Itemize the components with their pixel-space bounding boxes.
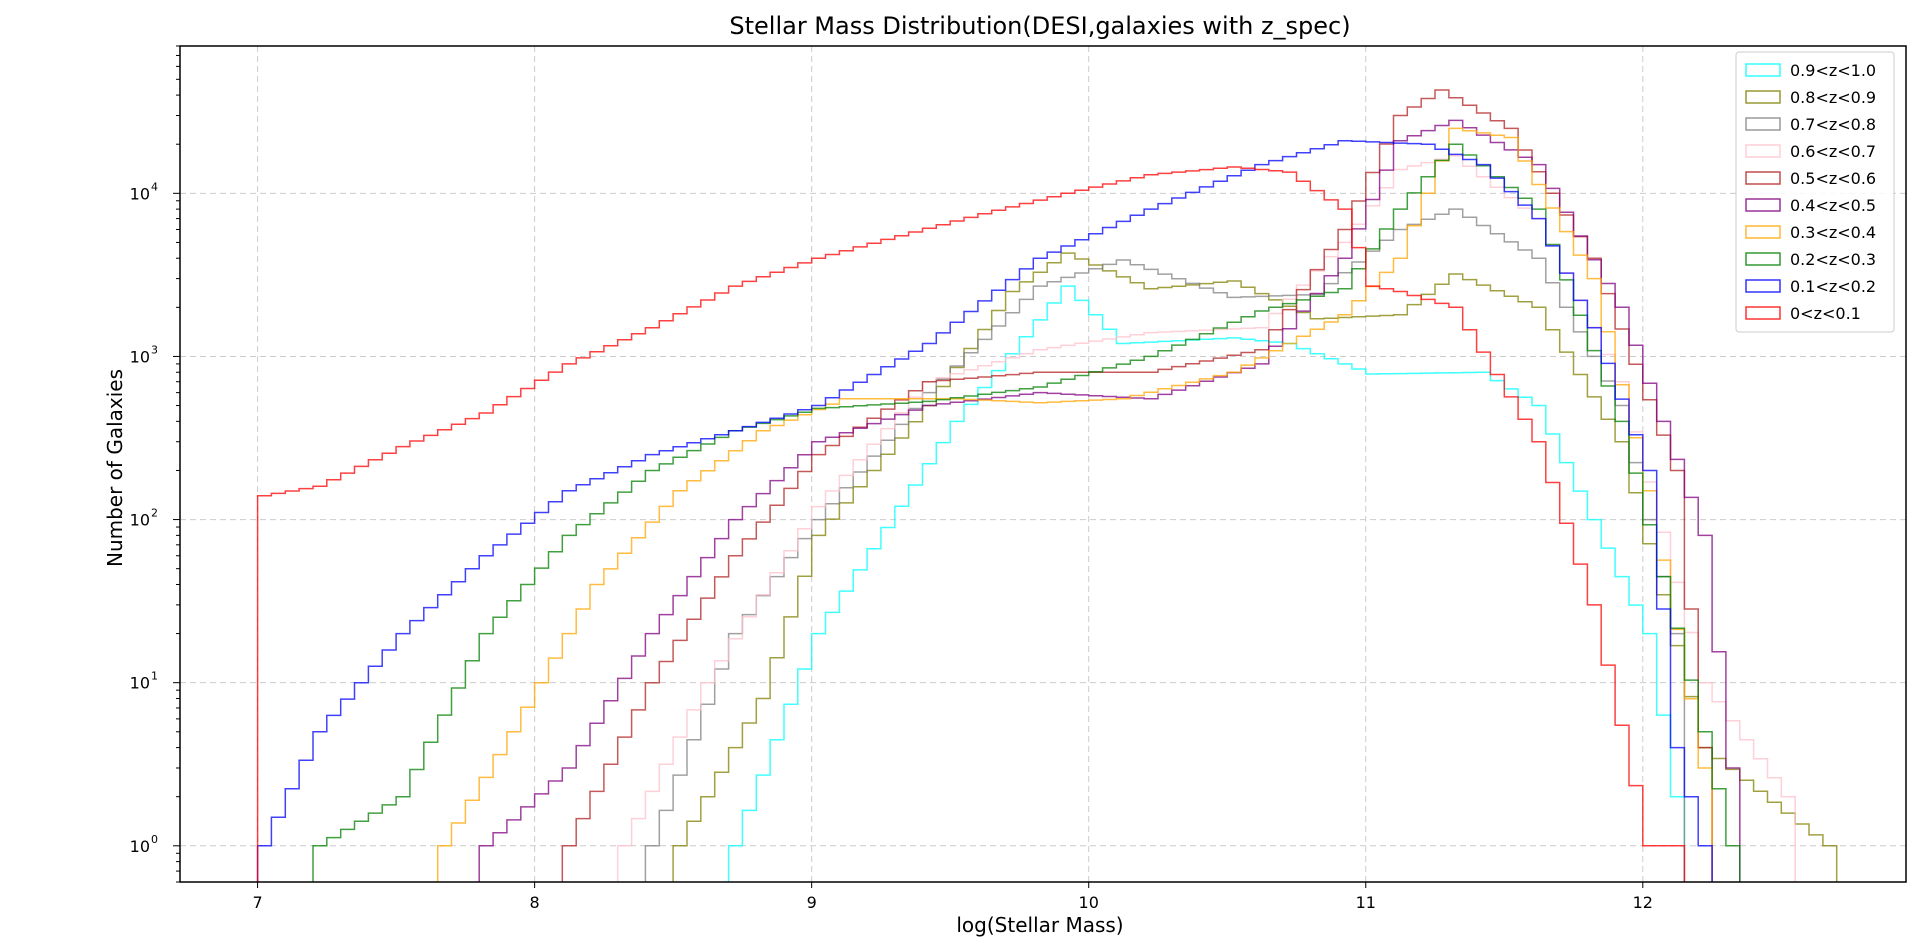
series-layer: [256, 89, 1838, 882]
x-tick-label: 8: [530, 893, 540, 912]
x-tick-label: 12: [1633, 893, 1653, 912]
x-axis-label: log(Stellar Mass): [956, 913, 1123, 937]
y-tick-exponent: 2: [151, 507, 158, 520]
legend-label: 0.1<z<0.2: [1790, 277, 1876, 296]
legend-swatch: [1745, 63, 1781, 77]
legend-swatch: [1745, 198, 1781, 212]
x-tick-label: 10: [1079, 893, 1099, 912]
legend-label: 0.8<z<0.9: [1790, 88, 1876, 107]
series-line: [616, 154, 1796, 882]
y-tick-exponent: 3: [151, 343, 158, 356]
series-line: [727, 285, 1686, 882]
series-line: [256, 140, 1713, 882]
series-line: [644, 208, 1686, 882]
series-line: [256, 166, 1686, 882]
legend-label: 0.2<z<0.3: [1790, 250, 1876, 269]
x-tick-label: 7: [252, 893, 262, 912]
legend-label: 0.5<z<0.6: [1790, 169, 1876, 188]
y-tick-label: 10: [130, 674, 150, 693]
legend-label: 0.6<z<0.7: [1790, 142, 1876, 161]
legend-label: 0.4<z<0.5: [1790, 196, 1876, 215]
legend-swatch: [1745, 117, 1781, 131]
series-line: [312, 143, 1741, 882]
y-axis-label: Number of Galaxies: [103, 369, 127, 567]
x-tick-label: 9: [807, 893, 817, 912]
legend-swatch: [1745, 279, 1781, 293]
y-tick-label: 10: [130, 184, 150, 203]
legend-swatch: [1745, 306, 1781, 320]
x-tick-label: 11: [1356, 893, 1376, 912]
legend-box: [1735, 51, 1895, 333]
legend-label: 0.7<z<0.8: [1790, 115, 1876, 134]
series-line: [672, 252, 1838, 882]
y-tick-label: 10: [130, 837, 150, 856]
y-tick-label: 10: [130, 511, 150, 530]
y-tick-exponent: 4: [151, 180, 158, 193]
plot-frame: [179, 45, 1907, 883]
y-tick-exponent: 1: [151, 670, 158, 683]
legend: 0.9<z<1.0 0.8<z<0.9 0.7<z<0.8 0.6<z<0.7 0.5<…: [1735, 51, 1895, 333]
legend-label: 0.3<z<0.4: [1790, 223, 1876, 242]
y-tick-exponent: 0: [151, 833, 158, 846]
chart-title: Stellar Mass Distribution(DESI,galaxies …: [729, 12, 1350, 40]
series-line: [436, 127, 1713, 882]
grid-layer: [180, 46, 1906, 882]
y-tick-label: 10: [130, 347, 150, 366]
legend-label: 0<z<0.1: [1790, 304, 1861, 323]
legend-swatch: [1745, 171, 1781, 185]
series-line: [478, 119, 1741, 882]
legend-swatch: [1745, 252, 1781, 266]
legend-label: 0.9<z<1.0: [1790, 61, 1876, 80]
legend-swatch: [1745, 90, 1781, 104]
legend-swatch: [1745, 225, 1781, 239]
legend-swatch: [1745, 144, 1781, 158]
